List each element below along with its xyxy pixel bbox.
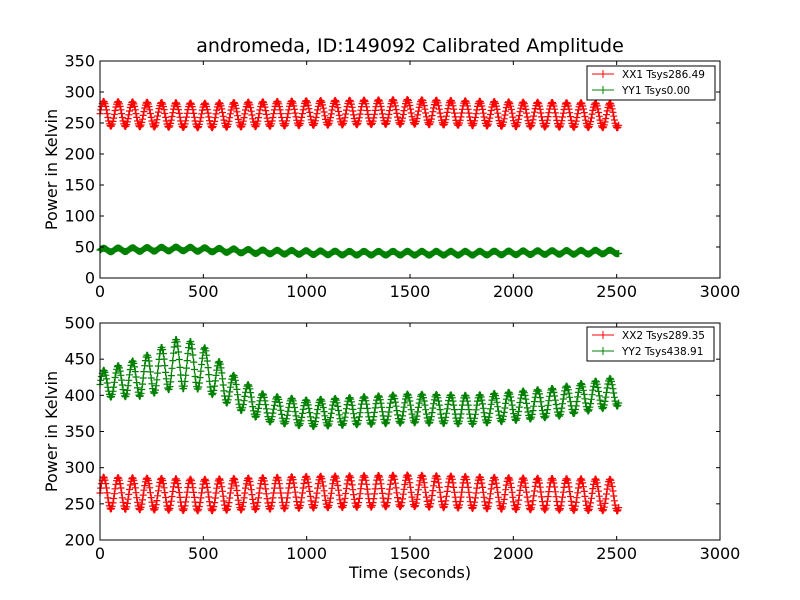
y-tick-label: 200 — [64, 145, 95, 164]
x-tick-label: 1500 — [390, 282, 431, 301]
x-tick-label: 1000 — [286, 544, 327, 563]
y-tick-label: 0 — [85, 269, 95, 288]
x-tick-label: 0 — [95, 282, 105, 301]
x-tick-label: 2000 — [493, 544, 534, 563]
y-tick-label: 350 — [64, 422, 95, 441]
y-tick-label: 450 — [64, 350, 95, 369]
x-tick-label: 3000 — [700, 282, 741, 301]
y-tick-label: 500 — [64, 314, 95, 333]
x-axis-label: Time (seconds) — [348, 563, 471, 582]
x-tick-label: 3000 — [700, 544, 741, 563]
y-tick-label: 200 — [64, 531, 95, 550]
x-tick-label: 0 — [95, 544, 105, 563]
top-legend-box — [586, 65, 716, 101]
top-legend: XX1 Tsys286.49 YY1 Tsys0.00 — [586, 65, 716, 101]
top-y-axis-label: Power in Kelvin — [42, 109, 61, 230]
x-tick-label: 500 — [188, 282, 219, 301]
y-tick-label: 300 — [64, 83, 95, 102]
x-tick-label: 2000 — [493, 282, 534, 301]
bottom-plot-area: 0 500 1000 1500 2000 2500 3000 200 250 300 350 400 4… — [64, 314, 740, 564]
bottom-y-axis-label: Power in Kelvin — [42, 371, 61, 492]
x-tick-label: 2500 — [596, 282, 637, 301]
y-tick-label: 250 — [64, 494, 95, 513]
x-tick-label: 2500 — [596, 544, 637, 563]
x-tick-label: 500 — [188, 544, 219, 563]
bottom-legend-xx2-label: XX2 Tsys289.35 — [622, 330, 705, 342]
y-tick-label: 150 — [64, 176, 95, 195]
top-plot-area: 0 500 1000 1500 2000 2500 3000 0 50 100 150 200 250 3… — [64, 52, 740, 302]
y-tick-label: 250 — [64, 114, 95, 133]
top-legend-yy1-label: YY1 Tsys0.00 — [621, 85, 690, 97]
y-tick-label: 100 — [64, 207, 95, 226]
bottom-legend-box — [586, 326, 715, 362]
bottom-legend: XX2 Tsys289.35 YY2 Tsys438.91 — [586, 326, 715, 362]
y-tick-label: 350 — [64, 52, 95, 71]
bottom-panel: 0 500 1000 1500 2000 2500 3000 200 250 300 350 400 4… — [42, 314, 740, 583]
y-tick-label: 400 — [64, 386, 95, 405]
y-tick-label: 300 — [64, 458, 95, 477]
x-tick-label: 1500 — [390, 544, 431, 563]
top-panel: andromeda, ID:149092 Calibrated Amplitud… — [42, 35, 740, 301]
chart-title: andromeda, ID:149092 Calibrated Amplitud… — [196, 35, 624, 57]
x-tick-label: 1000 — [286, 282, 327, 301]
top-legend-xx1-label: XX1 Tsys286.49 — [622, 69, 705, 81]
bottom-legend-yy2-label: YY2 Tsys438.91 — [621, 346, 703, 358]
y-tick-label: 50 — [75, 238, 95, 257]
